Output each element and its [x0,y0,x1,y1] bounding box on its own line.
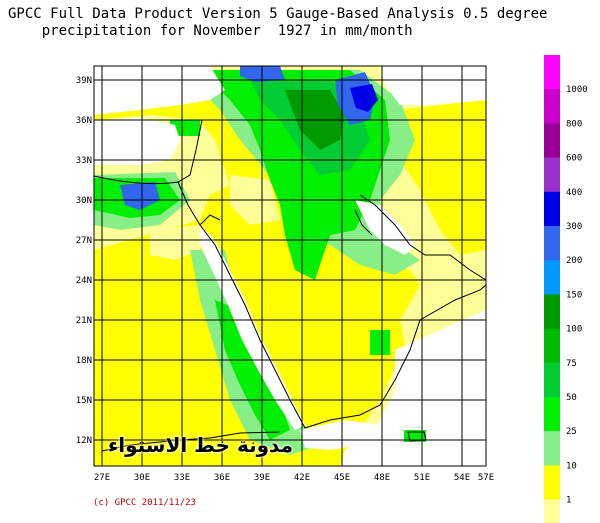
blue-zone-west [120,182,160,210]
legend-label: 1000 [566,85,588,95]
legend-label: 200 [566,256,582,266]
legend-swatch [544,465,560,501]
lat-label: 15N [76,396,92,406]
watermark-text: مدونة خط الاستواء [108,433,293,457]
lat-label: 33N [76,156,92,166]
legend-label: 1 [566,496,571,506]
lat-label: 24N [76,276,92,286]
legend-label: 300 [566,222,582,232]
color-legend: 1000 800 600 400 300 200 150 100 75 50 25 10 1 [544,55,588,523]
legend-swatch [544,89,560,124]
no-data-gulf [355,200,415,255]
lon-label: 39E [254,473,270,483]
yellow-zone [94,70,420,466]
map-field [94,66,486,466]
lat-label: 39N [76,76,92,86]
lon-label: 45E [334,473,350,483]
legend-swatch [544,55,560,90]
map-frame [93,65,487,467]
green-levant [170,120,200,136]
light-yellow-pocket [150,225,200,260]
lon-label: 51E [414,473,430,483]
no-data-red-sea [200,225,305,430]
lat-label: 18N [76,356,92,366]
grid-lines [94,66,486,466]
title-line-2: precipitation for November 1927 in mm/mo… [8,23,413,39]
green-oman [370,330,390,355]
legend-swatch [544,499,560,523]
legend-swatch [544,191,560,227]
lat-label: 21N [76,316,92,326]
lat-label: 30N [76,196,92,206]
lon-label: 33E [174,473,190,483]
legend-swatch [544,294,560,330]
no-data-gulf-aden [300,420,380,450]
legend-label: 75 [566,359,577,369]
lat-label: 12N [76,436,92,446]
legend-label: 10 [566,461,577,471]
title-line-1: GPCC Full Data Product Version 5 Gauge-B… [8,6,548,22]
legend-swatch [544,226,560,261]
legend-label: 600 [566,154,582,164]
coastlines [94,119,486,452]
legend-label: 100 [566,325,582,335]
lon-label: 57E [478,473,494,483]
lon-label: 42E [294,473,310,483]
legend-label: 400 [566,188,582,198]
legend-swatch [544,431,560,466]
lon-label: 36E [214,473,230,483]
lat-label: 27N [76,236,92,246]
lat-label: 36N [76,116,92,126]
legend-label: 150 [566,290,582,300]
legend-swatch [544,260,560,295]
map-title: GPCC Full Data Product Version 5 Gauge-B… [8,6,547,40]
lat-labels: 39N 36N 33N 30N 27N 24N 21N 18N 15N 12N [76,76,92,446]
legend-label: 50 [566,393,577,403]
legend-swatch [544,397,560,432]
legend-swatch [544,157,560,193]
no-data-sea-east [380,66,486,105]
lon-label: 48E [374,473,390,483]
lon-label: 27E [94,473,110,483]
dark-blue-zone [350,84,378,112]
legend-label: 800 [566,119,582,129]
green-gulf [350,160,370,185]
credit-text: (c) GPCC 2011/11/23 [93,498,196,508]
legend-swatch [544,362,560,398]
no-data-mediterranean [94,118,180,165]
no-data-sea-north [94,66,225,115]
lon-label: 54E [454,473,470,483]
green-zone-yemen [215,300,290,440]
lon-label: 30E [134,473,150,483]
lon-labels: 27E 30E 33E 36E 39E 42E 45E 48E 51E 54E … [94,473,494,483]
legend-swatch [544,123,560,159]
legend-swatch [544,328,560,364]
legend-label: 25 [566,427,577,437]
